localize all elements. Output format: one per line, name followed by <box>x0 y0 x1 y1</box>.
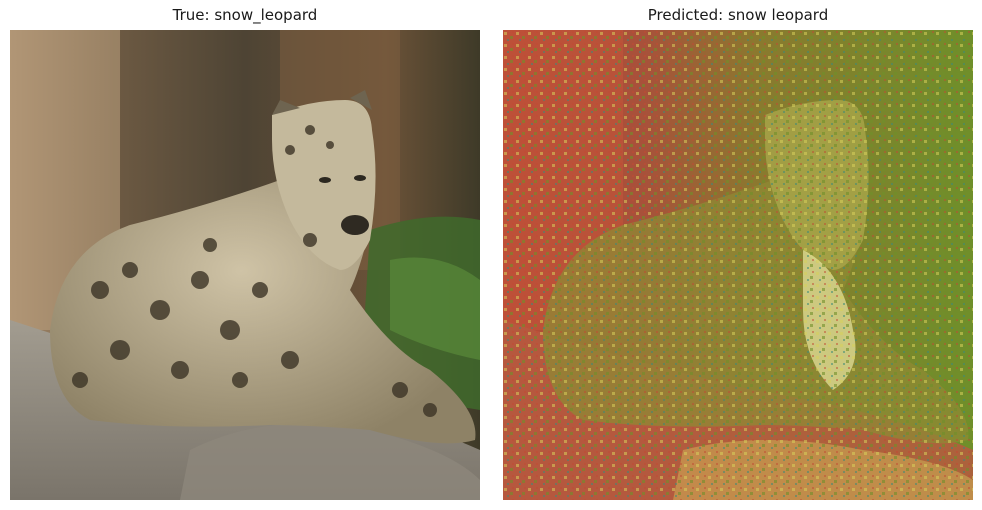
saliency-overlay-image <box>503 30 973 500</box>
saliency-heatmap <box>503 30 973 500</box>
snow-leopard-photo <box>10 30 480 500</box>
left-panel-title: True: snow_leopard <box>172 6 318 24</box>
original-image <box>10 30 480 500</box>
right-panel-title: Predicted: snow leopard <box>647 6 829 24</box>
